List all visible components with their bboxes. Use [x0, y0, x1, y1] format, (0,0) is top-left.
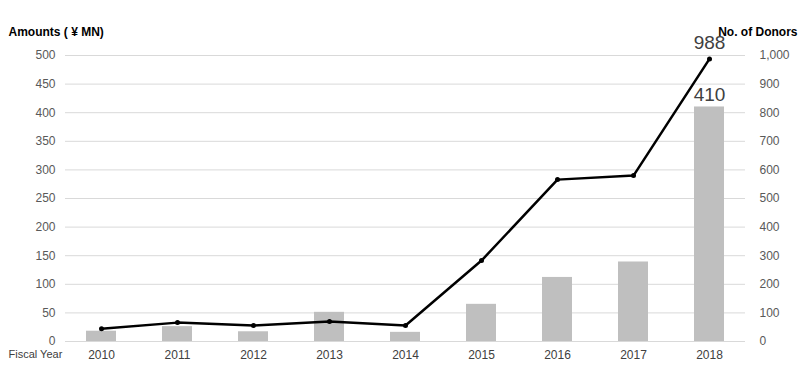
- svg-text:0: 0: [760, 334, 767, 348]
- svg-text:2015: 2015: [468, 348, 495, 362]
- svg-text:0: 0: [49, 334, 56, 348]
- svg-text:700: 700: [760, 134, 780, 148]
- svg-text:2010: 2010: [88, 348, 115, 362]
- svg-text:400: 400: [760, 220, 780, 234]
- svg-text:1,000: 1,000: [760, 48, 790, 62]
- svg-text:400: 400: [35, 106, 55, 120]
- svg-text:200: 200: [35, 220, 55, 234]
- svg-text:2014: 2014: [392, 348, 419, 362]
- svg-text:300: 300: [760, 249, 780, 263]
- svg-text:250: 250: [35, 191, 55, 205]
- svg-text:2011: 2011: [165, 348, 191, 362]
- svg-text:900: 900: [760, 77, 780, 91]
- svg-text:2017: 2017: [620, 348, 647, 362]
- svg-text:600: 600: [760, 163, 780, 177]
- svg-text:100: 100: [760, 306, 780, 320]
- svg-text:Fiscal Year: Fiscal Year: [9, 348, 63, 360]
- svg-text:2013: 2013: [316, 348, 343, 362]
- svg-text:200: 200: [760, 277, 780, 291]
- svg-text:No. of Donors: No. of Donors: [718, 25, 798, 39]
- svg-text:410: 410: [694, 84, 726, 105]
- svg-text:100: 100: [35, 277, 55, 291]
- svg-text:2012: 2012: [240, 348, 267, 362]
- svg-text:350: 350: [35, 134, 55, 148]
- svg-text:2018: 2018: [696, 348, 723, 362]
- svg-text:300: 300: [35, 163, 55, 177]
- svg-text:2016: 2016: [544, 348, 571, 362]
- svg-text:500: 500: [760, 191, 780, 205]
- svg-text:450: 450: [35, 77, 55, 91]
- svg-text:988: 988: [693, 32, 726, 53]
- svg-text:50: 50: [42, 306, 56, 320]
- svg-text:150: 150: [35, 249, 55, 263]
- svg-text:Amounts ( ¥ MN): Amounts ( ¥ MN): [9, 25, 104, 39]
- svg-text:800: 800: [760, 106, 780, 120]
- svg-text:500: 500: [35, 48, 55, 62]
